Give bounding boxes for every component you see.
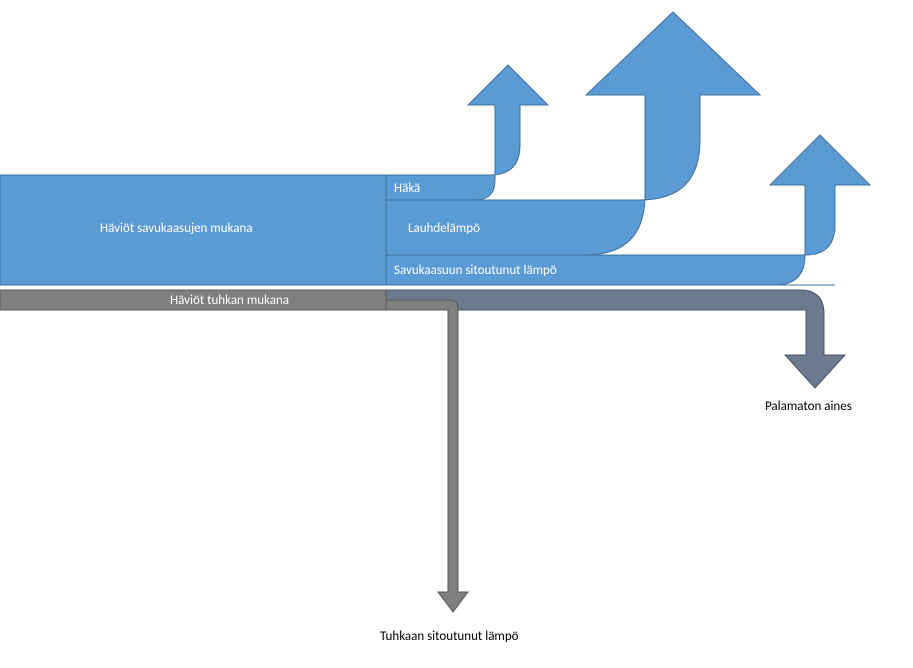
flow-lauhdelampo	[386, 12, 760, 255]
label-gray-main: Häviöt tuhkan mukana	[170, 293, 289, 308]
sankey-diagram: Häviöt savukaasujen mukana Häviöt tuhkan…	[0, 0, 913, 668]
flow-haka	[386, 65, 548, 200]
label-lauhdelampo: Lauhdelämpö	[408, 221, 480, 236]
caption-palamaton: Palamaton aines	[765, 399, 852, 414]
label-savukaasu: Savukaasuun sitoutunut lämpö	[394, 263, 557, 278]
flow-tuhka	[386, 300, 468, 612]
label-haka: Häkä	[394, 181, 420, 196]
caption-tuhka: Tuhkaan sitoutunut lämpö	[380, 629, 519, 644]
label-blue-main: Häviöt savukaasujen mukana	[100, 221, 253, 236]
